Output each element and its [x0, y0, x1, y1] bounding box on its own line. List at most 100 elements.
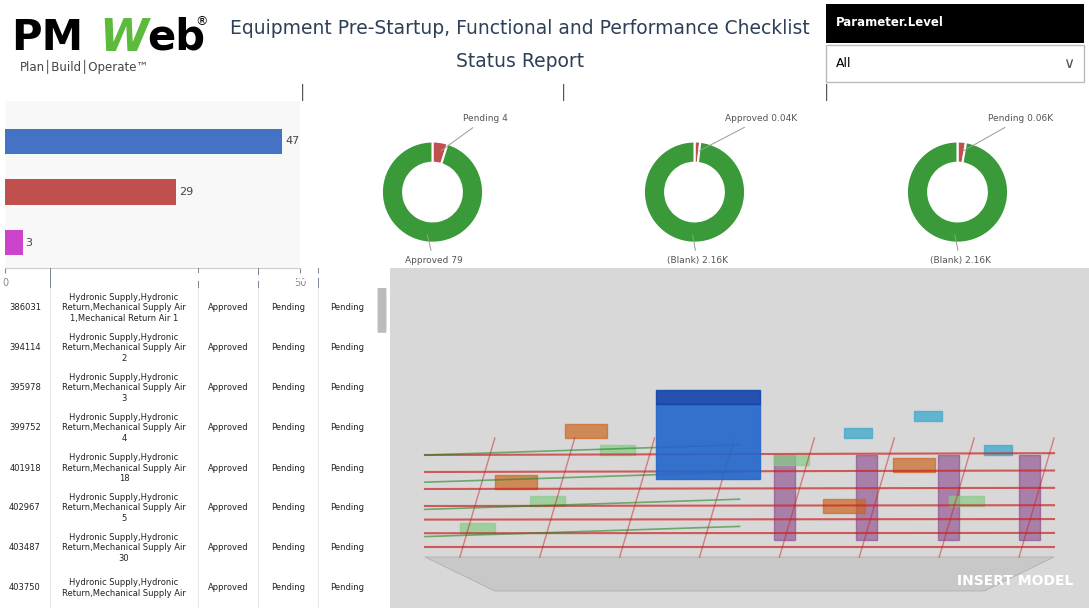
Bar	[844, 428, 872, 438]
Text: ^: ^	[379, 274, 386, 283]
Text: Performance Checklist: Performance Checklist	[890, 88, 1023, 97]
Text: Pending: Pending	[330, 384, 364, 393]
Text: Pending 0.06K: Pending 0.06K	[964, 114, 1053, 151]
Bar	[1019, 455, 1040, 540]
Text: Approved: Approved	[208, 384, 248, 393]
Text: ∨: ∨	[1063, 56, 1074, 71]
Text: 395978: 395978	[9, 384, 41, 393]
Text: Pending: Pending	[330, 303, 364, 313]
Text: Hydronic Supply,Hydronic
Return,Mechanical Supply Air
4: Hydronic Supply,Hydronic Return,Mechanic…	[62, 413, 186, 443]
Text: ®: ®	[196, 15, 208, 28]
Text: Pending: Pending	[271, 463, 305, 472]
Text: Pending 4: Pending 4	[441, 114, 507, 151]
Text: Hydronic Supply,Hydronic
Return,Mechanical Supply Air
30: Hydronic Supply,Hydronic Return,Mechanic…	[62, 533, 186, 563]
Text: Pending: Pending	[271, 544, 305, 553]
Text: Performance: Performance	[311, 273, 382, 283]
Wedge shape	[382, 142, 484, 243]
Bar	[823, 499, 866, 513]
Text: Id: Id	[20, 273, 30, 283]
Wedge shape	[957, 142, 966, 163]
Text: Functional: Functional	[259, 273, 317, 283]
Text: Status Report: Status Report	[456, 52, 584, 71]
Text: 386031: 386031	[9, 303, 41, 313]
Text: (Blank) 2.16K: (Blank) 2.16K	[666, 235, 727, 265]
Bar	[774, 455, 809, 465]
Bar	[774, 455, 795, 540]
Text: Pre-Startup Checklist: Pre-Startup Checklist	[368, 88, 494, 97]
Bar	[5, 230, 23, 255]
Bar	[5, 179, 176, 205]
Text: Hydronic Supply,Hydronic
Return,Mechanical Supply Air
3: Hydronic Supply,Hydronic Return,Mechanic…	[62, 373, 186, 403]
Text: Pending: Pending	[271, 503, 305, 513]
Text: Approved: Approved	[208, 584, 248, 593]
Text: Pending: Pending	[330, 584, 364, 593]
Bar	[494, 475, 537, 489]
Text: Functional Checklist: Functional Checklist	[634, 88, 752, 97]
Text: Hydronic Supply,Hydronic
Return,Mechanical Supply Air
2: Hydronic Supply,Hydronic Return,Mechanic…	[62, 333, 186, 363]
Text: Approved: Approved	[208, 303, 248, 313]
Text: Pending: Pending	[271, 344, 305, 353]
Text: 47: 47	[285, 136, 299, 147]
FancyBboxPatch shape	[825, 4, 1084, 43]
Text: 401918: 401918	[9, 463, 40, 472]
Text: Hydronic Supply,Hydronic
Return,Mechanical Supply Air
5: Hydronic Supply,Hydronic Return,Mechanic…	[62, 493, 186, 523]
Text: Hydronic Supply,Hydronic
Return,Mechanical Supply Air
1,Mechanical Return Air 1: Hydronic Supply,Hydronic Return,Mechanic…	[62, 293, 186, 323]
Text: All: All	[836, 57, 852, 70]
Text: Pending: Pending	[330, 424, 364, 432]
Polygon shape	[425, 557, 1054, 591]
Bar	[893, 458, 935, 472]
Text: 403750: 403750	[9, 584, 41, 593]
Text: W: W	[99, 17, 148, 60]
Text: Pending: Pending	[271, 384, 305, 393]
Text: Approved: Approved	[208, 463, 248, 472]
Text: eb: eb	[147, 17, 206, 59]
Bar	[656, 390, 760, 404]
Text: Approved 79: Approved 79	[405, 234, 463, 265]
FancyBboxPatch shape	[825, 44, 1084, 82]
Text: Static and Dynamic Equipment Categories: Static and Dynamic Equipment Categories	[26, 88, 274, 97]
Bar	[915, 411, 942, 421]
Text: Approved: Approved	[208, 424, 248, 432]
Text: 29: 29	[179, 187, 194, 197]
Text: 399752: 399752	[9, 424, 41, 432]
Bar	[600, 445, 635, 455]
Wedge shape	[432, 142, 448, 164]
Bar	[950, 496, 984, 506]
Bar	[460, 523, 494, 533]
Text: 394114: 394114	[9, 344, 40, 353]
Text: 403487: 403487	[9, 544, 41, 553]
Wedge shape	[907, 142, 1008, 243]
Text: (Blank) 2.16K: (Blank) 2.16K	[930, 235, 991, 265]
Text: Pending: Pending	[330, 503, 364, 513]
Text: Equipment Pre-Startup, Functional and Performance Checklist: Equipment Pre-Startup, Functional and Pe…	[230, 19, 810, 38]
Text: 402967: 402967	[9, 503, 41, 513]
Bar	[5, 129, 282, 154]
Text: 3: 3	[26, 238, 33, 247]
Bar	[856, 455, 877, 540]
Text: Approved: Approved	[208, 344, 248, 353]
Text: Parameter.Level: Parameter.Level	[836, 16, 944, 29]
Bar	[565, 424, 607, 438]
Text: Hydronic Supply,Hydronic
Return,Mechanical Supply Air
18: Hydronic Supply,Hydronic Return,Mechanic…	[62, 453, 186, 483]
Text: INSERT MODEL: INSERT MODEL	[957, 574, 1073, 588]
Text: PM: PM	[11, 17, 83, 59]
FancyBboxPatch shape	[378, 288, 387, 333]
Wedge shape	[644, 142, 745, 243]
Text: Plan│Build│Operate™: Plan│Build│Operate™	[20, 60, 149, 74]
Text: Pending: Pending	[330, 463, 364, 472]
Wedge shape	[695, 142, 700, 163]
Bar	[656, 404, 760, 479]
Bar	[984, 445, 1012, 455]
Text: Pending: Pending	[330, 544, 364, 553]
Bar	[938, 455, 958, 540]
Text: Pending: Pending	[271, 303, 305, 313]
Text: Hydronic Supply,Hydronic
Return,Mechanical Supply Air: Hydronic Supply,Hydronic Return,Mechanic…	[62, 578, 186, 598]
Text: Approved: Approved	[208, 544, 248, 553]
Text: Pending: Pending	[271, 424, 305, 432]
Text: Approved 0.04K: Approved 0.04K	[699, 114, 797, 151]
Text: Parameter.System Name: Parameter.System Name	[57, 273, 192, 283]
Text: Pending: Pending	[271, 584, 305, 593]
Text: Approved: Approved	[208, 503, 248, 513]
Text: Pending: Pending	[330, 344, 364, 353]
Text: Pre-Startup: Pre-Startup	[196, 273, 260, 283]
